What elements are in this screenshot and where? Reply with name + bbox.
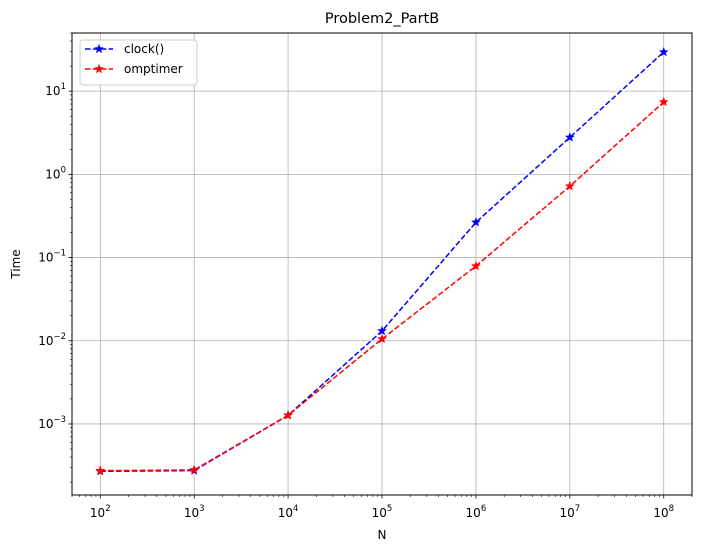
y-axis-label: Time (9, 249, 23, 279)
x-tick-label-base: 10 (372, 506, 387, 520)
x-tick-label-base: 10 (184, 506, 199, 520)
x-tick-label: 105 (372, 504, 393, 520)
y-tick-label: 10−3 (38, 415, 66, 431)
y-tick-label-base: 10 (38, 334, 53, 348)
x-tick-label-exponent: 6 (481, 504, 486, 514)
x-tick-label-base: 10 (653, 506, 668, 520)
x-tick-label: 108 (653, 504, 674, 520)
series-marker (470, 260, 481, 271)
y-tick-label: 10−1 (38, 249, 66, 265)
x-tick-label: 102 (90, 504, 111, 520)
series-marker (658, 96, 669, 107)
x-tick-label-exponent: 5 (387, 504, 392, 514)
x-tick-label-exponent: 7 (575, 504, 580, 514)
x-tick-label-base: 10 (90, 506, 105, 520)
series-layer (95, 46, 669, 476)
x-tick-label: 106 (466, 504, 487, 520)
x-tick-label-exponent: 8 (669, 504, 674, 514)
x-tick-label-exponent: 2 (105, 504, 110, 514)
y-tick-label-exponent: 1 (61, 82, 66, 92)
legend-label: omptimer (124, 62, 183, 76)
x-axis-label: N (378, 528, 387, 542)
legend-label: clock() (124, 42, 164, 56)
legend-box (79, 39, 198, 86)
y-tick-label: 100 (45, 165, 66, 181)
x-tick-label-base: 10 (278, 506, 293, 520)
x-tick-label: 104 (278, 504, 299, 520)
x-tick-label: 107 (559, 504, 580, 520)
series-marker (95, 465, 106, 475)
x-tick-label-exponent: 3 (199, 504, 204, 514)
series-marker (376, 333, 388, 344)
series-marker (376, 325, 388, 336)
series-marker (564, 180, 575, 191)
legend: clock() omptimer (79, 39, 198, 86)
y-tick-label-exponent: 0 (61, 165, 66, 175)
y-tick-label-exponent: −3 (53, 415, 66, 425)
y-tick-label-base: 10 (38, 251, 53, 265)
x-tick-label: 103 (184, 504, 205, 520)
x-tick-label-base: 10 (559, 506, 574, 520)
grid (72, 33, 692, 495)
legend-entry: omptimer (85, 62, 183, 76)
series-marker (189, 464, 200, 475)
series-marker (564, 132, 575, 142)
y-tick-label-base: 10 (45, 84, 60, 98)
x-tick-label-exponent: 4 (293, 504, 298, 514)
y-tick-label-exponent: −1 (53, 249, 66, 259)
y-tick-label-base: 10 (45, 167, 60, 181)
y-tick-label-exponent: −2 (53, 332, 66, 342)
series-marker (470, 217, 481, 227)
series-marker (658, 46, 669, 57)
chart-title: Problem2_PartB (325, 11, 439, 27)
legend-marker (93, 43, 105, 54)
x-tick-label-base: 10 (466, 506, 481, 520)
legend-marker (93, 63, 105, 74)
series-2 (95, 96, 669, 475)
y-tick-label: 10−2 (38, 332, 66, 348)
series-marker (283, 409, 294, 420)
legend-entry: clock() (85, 42, 164, 56)
y-tick-label: 101 (45, 82, 66, 98)
y-tick-label-base: 10 (38, 417, 53, 431)
